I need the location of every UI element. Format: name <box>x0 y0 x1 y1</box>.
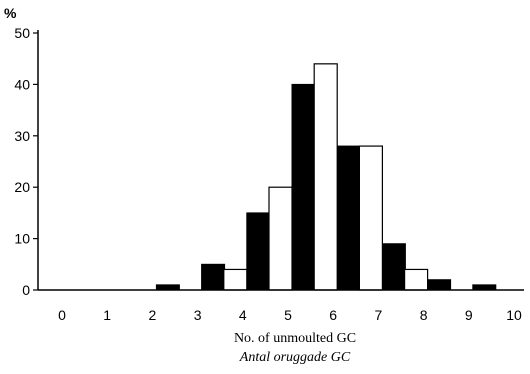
bar-open <box>404 268 429 291</box>
bar-open <box>313 63 338 291</box>
x-tick-label: 1 <box>103 307 111 323</box>
x-axis-ticks: 0 1 2 3 4 5 6 7 8 9 10 <box>58 307 522 323</box>
x-tick-label: 0 <box>58 307 66 323</box>
y-axis-ticks: 0 10 20 30 40 50 <box>14 25 38 298</box>
bar-filled <box>155 284 180 291</box>
bar-open <box>358 145 383 291</box>
y-tick-label: 20 <box>14 179 30 195</box>
bars <box>155 63 497 291</box>
x-tick-label: 5 <box>284 307 292 323</box>
x-tick-label: 10 <box>506 307 522 323</box>
bar-open <box>223 268 248 291</box>
y-tick-label: 40 <box>14 76 30 92</box>
bar-filled <box>427 279 452 291</box>
y-tick-label: 30 <box>14 128 30 144</box>
x-tick-label: 6 <box>329 307 337 323</box>
axes <box>37 30 524 291</box>
x-tick-label: 2 <box>149 307 157 323</box>
x-axis-label-translation: Antal oruggade GC <box>239 350 351 365</box>
x-tick-label: 8 <box>420 307 428 323</box>
x-axis-label: No. of unmoulted GC <box>233 331 357 346</box>
y-tick-label: 0 <box>22 282 30 298</box>
bar-filled <box>381 243 406 291</box>
bar-filled <box>291 83 316 291</box>
y-tick-label: 50 <box>14 25 30 41</box>
x-tick-label: 9 <box>465 307 473 323</box>
y-unit-label: % <box>4 5 17 21</box>
bar-filled <box>336 145 361 291</box>
bar-filled <box>201 263 226 291</box>
y-tick-label: 10 <box>14 231 30 247</box>
x-tick-label: 7 <box>375 307 383 323</box>
bar-filled <box>246 212 271 291</box>
bar-open <box>268 186 293 291</box>
x-tick-label: 4 <box>239 307 247 323</box>
bar-filled <box>472 284 497 291</box>
x-tick-label: 3 <box>194 307 202 323</box>
